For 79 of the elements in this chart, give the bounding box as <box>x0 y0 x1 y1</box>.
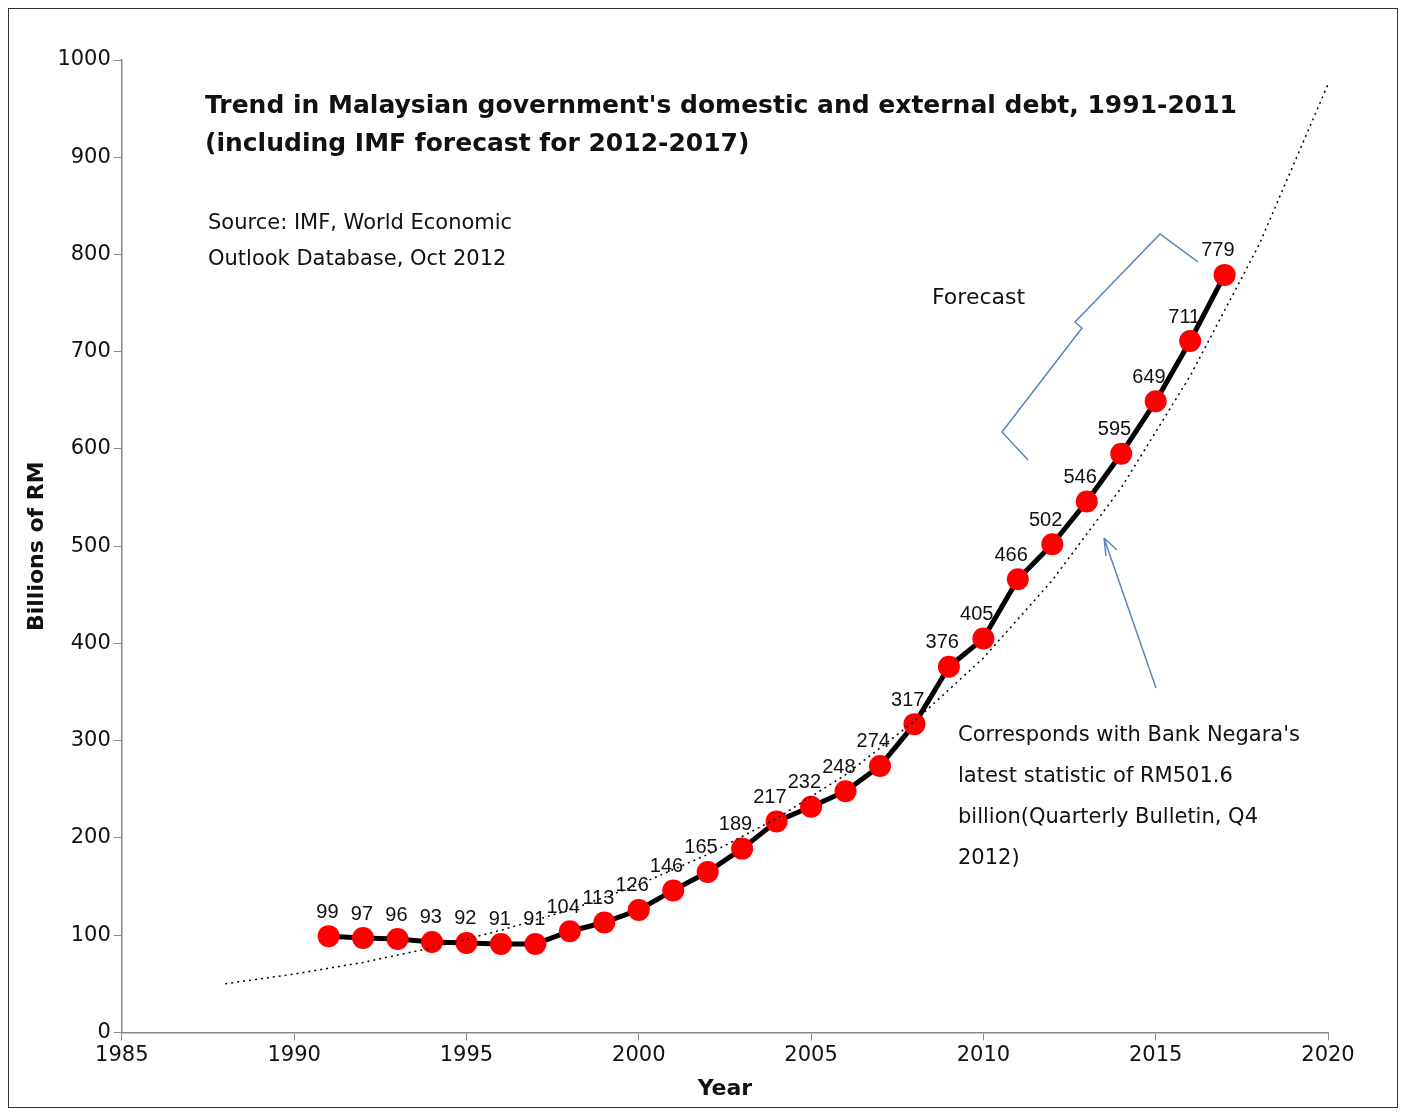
x-tick-label: 2010 <box>956 1042 1011 1067</box>
point <box>662 879 685 902</box>
data-label: 104 <box>546 894 580 917</box>
point <box>317 925 340 948</box>
x-tick-label: 1985 <box>95 1042 149 1067</box>
point <box>593 911 616 934</box>
y-tick-label: 1000 <box>57 46 111 71</box>
x-tick-label: 2005 <box>784 1042 838 1067</box>
point <box>696 860 719 883</box>
point <box>937 655 960 678</box>
point <box>834 780 857 803</box>
data-label: 779 <box>1201 238 1235 261</box>
x-tick-label: 2015 <box>1128 1042 1183 1067</box>
point <box>869 754 891 777</box>
point <box>800 795 823 818</box>
data-label: 405 <box>960 602 994 625</box>
point <box>731 837 754 860</box>
y-tick-label: 300 <box>70 727 111 752</box>
y-tick-label: 400 <box>70 629 111 654</box>
point <box>1179 330 1202 353</box>
data-label: 91 <box>488 907 511 930</box>
point <box>627 898 650 921</box>
data-label: 146 <box>649 853 684 876</box>
x-tick-label: 1990 <box>267 1042 321 1067</box>
point <box>558 920 581 943</box>
point <box>1213 263 1236 286</box>
data-label: 248 <box>822 754 856 777</box>
y-tick-label: 900 <box>70 143 111 168</box>
data-label: 91 <box>523 907 546 930</box>
data-label: 711 <box>1168 304 1201 327</box>
data-label: 165 <box>684 835 718 858</box>
point <box>1110 442 1133 465</box>
point <box>1075 490 1098 513</box>
y-tick-label: 800 <box>70 240 111 265</box>
point <box>386 928 409 951</box>
data-label: 96 <box>385 902 408 925</box>
data-label: 217 <box>753 784 787 807</box>
point <box>972 627 995 650</box>
text: Trend in Malaysian government's domestic and external debt, 1991-2011 (including IMF forecast for 2012-2017) <box>205 89 1238 159</box>
point <box>765 810 788 833</box>
data-label: 595 <box>1097 417 1132 440</box>
point <box>421 930 443 953</box>
data-label: 93 <box>419 905 442 928</box>
point <box>455 931 478 954</box>
data-label: 113 <box>582 886 615 909</box>
x-tick-label: 2020 <box>1301 1042 1355 1067</box>
y-tick-label: 100 <box>70 921 111 946</box>
data-label: 126 <box>615 873 649 896</box>
data-label: 502 <box>1028 507 1063 530</box>
annotation: Corresponds with Bank Negara's latest statistic of RM501.6 billion(Quarterly Bulletin, Q4 2012) <box>958 721 1301 871</box>
data-label: 274 <box>856 729 890 752</box>
data-label: 317 <box>891 687 925 710</box>
data-label: 92 <box>454 906 477 929</box>
data-label: 376 <box>925 630 959 653</box>
x-tick-label: 2000 <box>612 1042 666 1067</box>
y-tick-label: 700 <box>70 338 111 363</box>
data-label: 546 <box>1063 464 1097 487</box>
y-axis-title: Billions of RM <box>22 461 48 632</box>
data-label: 466 <box>994 542 1028 565</box>
data-label: 189 <box>718 812 753 835</box>
y-tick-label: 0 <box>97 1018 111 1043</box>
annotation: Forecast <box>932 283 1027 311</box>
x-tick-label: 1995 <box>439 1042 494 1067</box>
x-axis-title: Year <box>696 1074 753 1100</box>
point <box>352 927 375 950</box>
y-tick-label: 500 <box>70 532 111 557</box>
point <box>1041 533 1064 556</box>
point <box>524 932 547 955</box>
y-tick-label: 200 <box>70 824 111 849</box>
data-label: 232 <box>787 770 822 793</box>
point <box>1006 568 1029 591</box>
data-label: 99 <box>316 899 339 922</box>
annotation: Source: IMF, World Economic Outlook Database, Oct 2012 <box>208 209 514 272</box>
point <box>903 713 926 736</box>
point <box>1144 390 1167 413</box>
data-label: 649 <box>1132 364 1166 387</box>
data-label: 97 <box>350 901 374 924</box>
point <box>489 932 512 955</box>
y-tick-label: 600 <box>70 435 111 460</box>
